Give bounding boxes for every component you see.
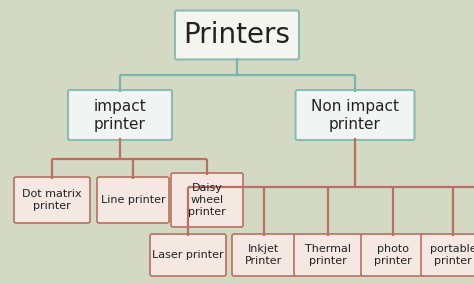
Text: Thermal
printer: Thermal printer	[305, 244, 351, 266]
FancyBboxPatch shape	[421, 234, 474, 276]
FancyBboxPatch shape	[171, 173, 243, 227]
Text: Line printer: Line printer	[100, 195, 165, 205]
Text: Printers: Printers	[183, 21, 291, 49]
Text: Laser printer: Laser printer	[152, 250, 224, 260]
Text: portable
printer: portable printer	[430, 244, 474, 266]
Text: Inkjet
Printer: Inkjet Printer	[246, 244, 283, 266]
FancyBboxPatch shape	[14, 177, 90, 223]
Text: photo
printer: photo printer	[374, 244, 412, 266]
Text: Non impact
printer: Non impact printer	[311, 99, 399, 131]
Text: Daisy
wheel
printer: Daisy wheel printer	[188, 183, 226, 217]
FancyBboxPatch shape	[68, 90, 172, 140]
FancyBboxPatch shape	[294, 234, 362, 276]
FancyBboxPatch shape	[295, 90, 414, 140]
FancyBboxPatch shape	[150, 234, 226, 276]
Text: impact
printer: impact printer	[94, 99, 146, 131]
FancyBboxPatch shape	[175, 11, 299, 60]
FancyBboxPatch shape	[361, 234, 425, 276]
Text: Dot matrix
printer: Dot matrix printer	[22, 189, 82, 211]
FancyBboxPatch shape	[232, 234, 296, 276]
FancyBboxPatch shape	[97, 177, 169, 223]
